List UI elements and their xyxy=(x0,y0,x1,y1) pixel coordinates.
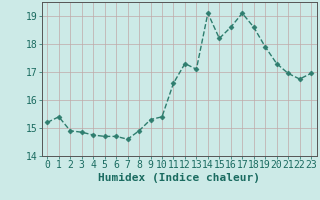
X-axis label: Humidex (Indice chaleur): Humidex (Indice chaleur) xyxy=(98,173,260,183)
